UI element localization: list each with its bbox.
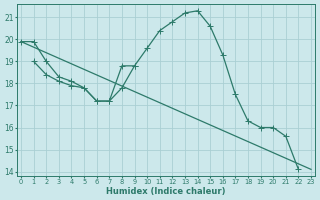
X-axis label: Humidex (Indice chaleur): Humidex (Indice chaleur) [106, 187, 226, 196]
